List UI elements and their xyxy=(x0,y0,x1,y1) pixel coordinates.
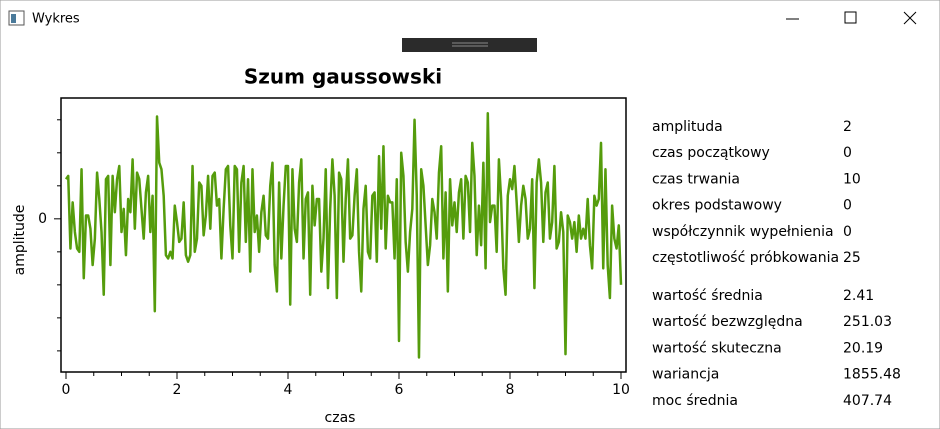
param-value: 2.41 xyxy=(843,288,874,304)
param-label: czas trwania xyxy=(652,171,740,187)
data-line xyxy=(64,111,623,359)
x-tick-label: 0 xyxy=(62,382,71,398)
app-icon-part xyxy=(11,14,16,23)
window-title: Wykres xyxy=(32,12,80,27)
x-tick-label: 4 xyxy=(284,382,293,398)
param-label: wartość średnia xyxy=(652,288,763,304)
param-label: wartość skuteczna xyxy=(652,340,782,356)
param-value: 2 xyxy=(843,119,852,135)
param-label: wariancja xyxy=(652,367,719,383)
param-value: 0 xyxy=(843,224,852,240)
y-tick-label: 0 xyxy=(38,211,47,227)
param-label: okres podstawowy xyxy=(652,198,782,214)
param-label: wartość bezwzględna xyxy=(652,314,803,330)
maximize-button[interactable] xyxy=(844,11,857,24)
x-tick-label: 6 xyxy=(395,382,404,398)
y-axis-label: amplitude xyxy=(12,205,28,276)
param-value: 25 xyxy=(843,250,861,266)
drag-handle[interactable] xyxy=(402,38,537,52)
param-value: 407.74 xyxy=(843,393,892,409)
x-tick-label: 10 xyxy=(612,382,630,398)
param-label: czas początkowy xyxy=(652,145,770,161)
close-button[interactable] xyxy=(903,11,917,25)
param-label: współczynnik wypełnienia xyxy=(652,224,834,240)
chart-title: Szum gaussowski xyxy=(244,65,442,89)
param-value: 0 xyxy=(843,198,852,214)
param-value: 251.03 xyxy=(843,314,892,330)
param-label: amplituda xyxy=(652,119,723,135)
x-axis-label: czas xyxy=(325,410,356,426)
x-tick-label: 2 xyxy=(173,382,182,398)
param-label: częstotliwość próbkowania xyxy=(652,250,839,266)
param-label: moc średnia xyxy=(652,393,738,409)
param-value: 0 xyxy=(843,145,852,161)
param-value: 1855.48 xyxy=(843,367,901,383)
param-value: 20.19 xyxy=(843,340,883,356)
param-value: 10 xyxy=(843,171,861,187)
x-tick-label: 8 xyxy=(506,382,515,398)
